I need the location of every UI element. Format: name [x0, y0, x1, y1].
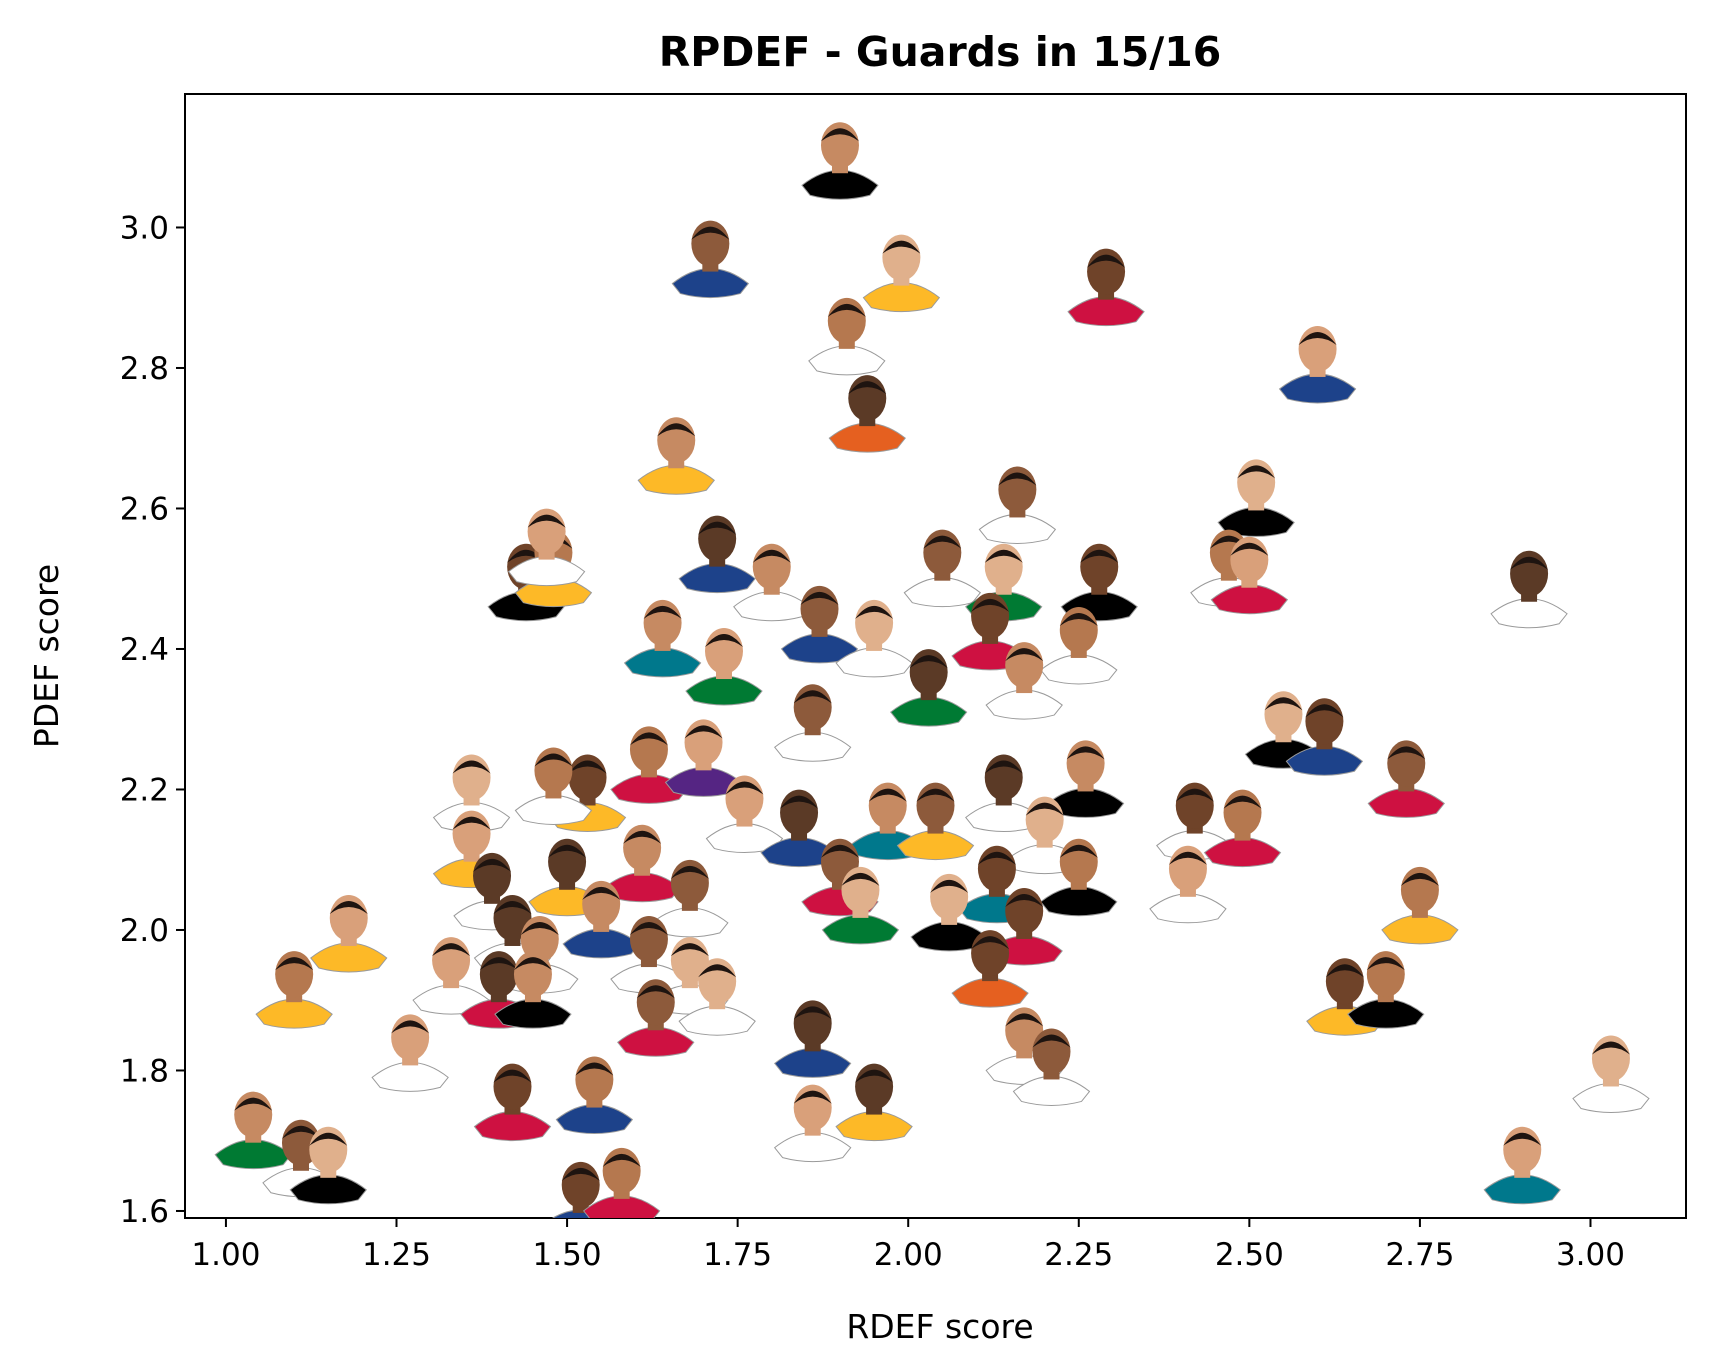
x-tick-label: 2.00 [874, 1237, 943, 1273]
player-headshot-point [678, 515, 756, 594]
x-tick-label: 1.50 [533, 1237, 602, 1273]
player-headshot-point [889, 649, 968, 727]
player-headshot-point [1285, 698, 1364, 776]
player-headshot-point [1040, 838, 1118, 917]
x-tick-label: 2.50 [1215, 1237, 1284, 1273]
x-tick-label: 1.75 [703, 1237, 772, 1273]
player-headshot-point [289, 1126, 367, 1205]
player-headshot-point [1149, 845, 1227, 924]
y-tick-label: 2.4 [120, 632, 169, 668]
y-axis: 1.6 1.8 2.0 2.2 2.4 2.6 2.8 3.0 [120, 210, 185, 1230]
player-headshot-point [651, 859, 729, 938]
player-headshot-point [371, 1014, 449, 1092]
x-axis-label: RDEF score [846, 1307, 1033, 1346]
x-tick-label: 1.25 [362, 1237, 431, 1273]
player-headshot-point [678, 958, 756, 1036]
x-tick-label: 3.00 [1556, 1237, 1625, 1273]
player-headshot-point [610, 726, 688, 804]
plot-frame [184, 93, 1687, 1219]
player-headshot-point [862, 234, 941, 313]
player-headshot-point [896, 782, 975, 861]
player-headshot-point [1572, 1035, 1650, 1113]
player-headshot-point [685, 628, 763, 706]
player-headshot-point [494, 951, 572, 1029]
player-headshot-point [705, 775, 784, 854]
chart-title: RPDEF - Guards in 15/16 [659, 28, 1222, 76]
player-headshot-point [965, 754, 1043, 832]
x-axis: 1.00 1.25 1.50 1.75 2.00 2.25 2.50 2.75 3.00 [191, 1218, 1625, 1273]
player-headshot-point [617, 979, 695, 1057]
player-headshot-point [671, 220, 750, 299]
player-headshot-point [808, 297, 886, 376]
player-headshot-point [623, 599, 702, 678]
player-headshot-point [1040, 606, 1118, 685]
player-headshot-point [1012, 1028, 1091, 1106]
player-headshot-point [582, 1147, 661, 1218]
player-headshot-point [835, 1063, 913, 1142]
player-headshot-point [1203, 789, 1282, 868]
player-headshot-point [1490, 550, 1568, 629]
player-headshot-point [637, 417, 715, 495]
player-headshot-point [760, 789, 838, 868]
player-headshot-point [773, 1084, 852, 1163]
player-headshot-point [1483, 1126, 1561, 1205]
player-headshot-point [1347, 951, 1425, 1029]
player-headshot-point [733, 543, 811, 622]
y-axis-label: PDEF score [27, 564, 66, 748]
y-tick-label: 2.6 [120, 491, 169, 527]
player-headshot-point [555, 1056, 634, 1135]
player-headshot-point [828, 375, 906, 453]
player-headshot-point [978, 466, 1057, 544]
player-headshot-point [473, 1063, 552, 1142]
player-headshot-point [412, 937, 490, 1015]
scatter-points [214, 122, 1650, 1218]
player-headshot-point [1278, 325, 1357, 404]
player-headshot-point [821, 866, 900, 945]
player-headshot-point [835, 599, 913, 678]
y-tick-label: 2.0 [120, 913, 169, 949]
player-headshot-point [1381, 866, 1459, 945]
player-headshot-point [780, 585, 859, 664]
player-headshot-point [801, 122, 879, 200]
player-headshot-point [1210, 536, 1289, 615]
player-headshot-point [1367, 740, 1445, 818]
x-tick-label: 2.75 [1385, 1237, 1454, 1273]
y-tick-label: 1.8 [120, 1053, 169, 1089]
player-headshot-point [1046, 740, 1125, 818]
player-headshot-point [310, 894, 388, 973]
player-headshot-point [985, 642, 1063, 720]
player-headshot-point [214, 1091, 292, 1170]
player-headshot-point [903, 529, 982, 608]
y-tick-label: 3.0 [120, 210, 169, 246]
player-headshot-point [664, 719, 743, 797]
x-tick-label: 1.00 [191, 1237, 260, 1273]
player-headshot-point [514, 747, 593, 825]
player-headshot-point [1067, 248, 1145, 327]
y-tick-label: 2.2 [120, 772, 169, 808]
player-headshot-point [507, 508, 586, 587]
player-headshot-point [603, 824, 681, 903]
y-tick-label: 2.8 [120, 351, 169, 387]
player-headshot-point [910, 873, 988, 952]
player-headshot-point [951, 930, 1029, 1008]
player-headshot-point [773, 684, 852, 762]
player-headshot-point [1217, 459, 1295, 537]
player-headshot-point [773, 1000, 852, 1078]
y-tick-label: 1.6 [120, 1194, 169, 1230]
x-tick-label: 2.25 [1044, 1237, 1113, 1273]
player-headshot-point [255, 951, 333, 1029]
